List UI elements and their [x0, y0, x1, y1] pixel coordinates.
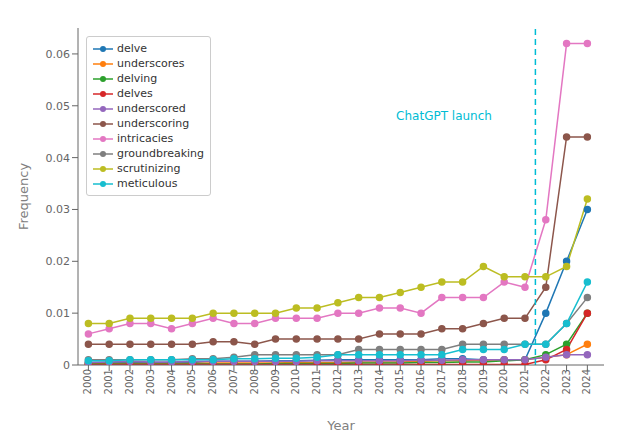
html-text:intricacies: intricacies — [117, 132, 174, 145]
svg-text:2005: 2005 — [186, 369, 197, 394]
svg-text:0.03: 0.03 — [46, 203, 71, 216]
html-text:underscoring: underscoring — [117, 117, 190, 130]
svg-text:2012: 2012 — [332, 369, 343, 394]
svg-text:2022: 2022 — [540, 369, 551, 394]
svg-text:ChatGPT launch: ChatGPT launch — [396, 109, 492, 123]
svg-text:2003: 2003 — [145, 369, 156, 394]
svg-text:0: 0 — [63, 359, 70, 372]
svg-text:2004: 2004 — [166, 369, 177, 394]
svg-text:0.02: 0.02 — [46, 255, 71, 268]
svg-text:2024: 2024 — [581, 369, 592, 394]
svg-text:2011: 2011 — [311, 369, 322, 394]
svg-text:0.04: 0.04 — [46, 152, 71, 165]
html-text:delve: delve — [117, 42, 148, 55]
svg-text:2019: 2019 — [478, 369, 489, 394]
html-text:meticulous: meticulous — [117, 177, 178, 190]
svg-text:Frequency: Frequency — [16, 163, 31, 230]
svg-text:2001: 2001 — [103, 369, 114, 394]
svg-text:2016: 2016 — [415, 369, 426, 394]
html-text:groundbreaking: groundbreaking — [117, 147, 205, 160]
svg-text:2010: 2010 — [290, 369, 301, 394]
svg-text:0.05: 0.05 — [46, 100, 71, 113]
svg-text:2017: 2017 — [436, 369, 447, 394]
svg-text:2020: 2020 — [498, 369, 509, 394]
svg-text:2009: 2009 — [270, 369, 281, 394]
svg-text:0.06: 0.06 — [46, 48, 71, 61]
svg-text:2014: 2014 — [374, 369, 385, 394]
html-text:delving: delving — [117, 72, 158, 85]
svg-text:2002: 2002 — [124, 369, 135, 394]
html-text:scrutinizing: scrutinizing — [117, 162, 181, 175]
svg-text:2006: 2006 — [207, 369, 218, 394]
html-text:underscored: underscored — [117, 102, 186, 115]
svg-text:2013: 2013 — [353, 369, 364, 394]
svg-text:2000: 2000 — [82, 369, 93, 394]
svg-text:2018: 2018 — [457, 369, 468, 394]
html-text:delves: delves — [117, 87, 153, 100]
svg-text:2008: 2008 — [249, 369, 260, 394]
svg-text:2007: 2007 — [228, 369, 239, 394]
svg-text:Year: Year — [326, 418, 355, 433]
svg-text:0.01: 0.01 — [46, 307, 71, 320]
svg-text:2015: 2015 — [394, 369, 405, 394]
svg-text:2021: 2021 — [519, 369, 530, 394]
html-text:underscores: underscores — [117, 57, 185, 70]
svg-text:2023: 2023 — [561, 369, 572, 394]
